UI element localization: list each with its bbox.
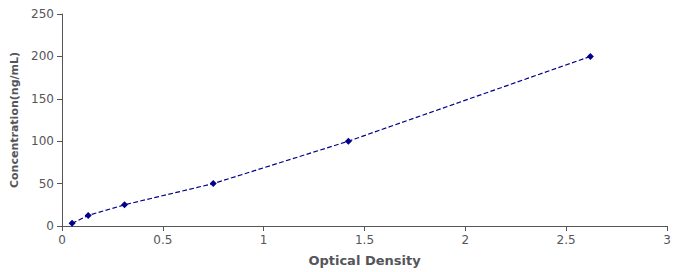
svg-text:2: 2	[462, 233, 470, 247]
svg-text:Concentration(ng/mL): Concentration(ng/mL)	[8, 52, 21, 188]
svg-text:0.5: 0.5	[153, 233, 172, 247]
svg-text:Optical Density: Optical Density	[308, 253, 421, 268]
svg-text:250: 250	[31, 7, 54, 21]
svg-text:200: 200	[31, 49, 54, 63]
svg-text:0: 0	[46, 219, 54, 233]
svg-text:0: 0	[58, 233, 66, 247]
svg-text:150: 150	[31, 92, 54, 106]
svg-text:1.5: 1.5	[355, 233, 374, 247]
svg-text:1: 1	[260, 233, 268, 247]
svg-text:50: 50	[39, 177, 54, 191]
svg-text:100: 100	[31, 134, 54, 148]
svg-text:2.5: 2.5	[557, 233, 576, 247]
svg-text:3: 3	[663, 233, 671, 247]
